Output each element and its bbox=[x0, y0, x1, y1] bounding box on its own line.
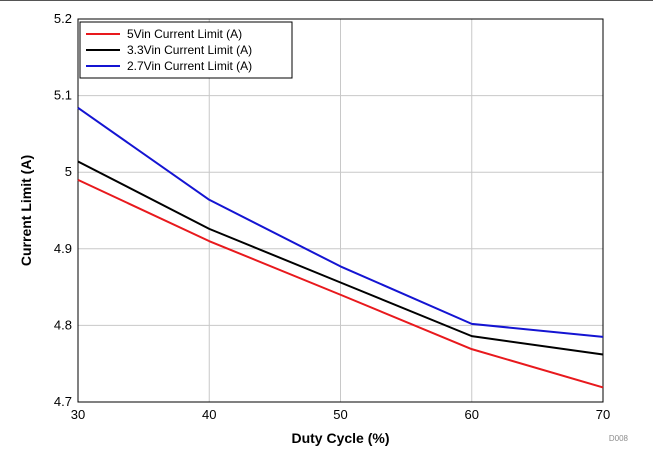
plot-area-frame bbox=[77, 18, 604, 403]
y-tick-label: 4.8 bbox=[54, 317, 72, 332]
top-rule bbox=[0, 0, 653, 1]
y-tick-label: 5.1 bbox=[54, 88, 72, 103]
x-tick-label: 70 bbox=[596, 407, 610, 422]
series-line-3 bbox=[77, 107, 604, 338]
series-line-2 bbox=[77, 160, 604, 356]
x-axis-title: Duty Cycle (%) bbox=[291, 430, 389, 446]
y-tick-label: 4.7 bbox=[54, 394, 72, 409]
legend-label: 3.3Vin Current Limit (A) bbox=[127, 43, 252, 57]
x-tick-label: 40 bbox=[202, 407, 216, 422]
legend-label: 2.7Vin Current Limit (A) bbox=[127, 59, 252, 73]
figure-id: D008 bbox=[609, 434, 629, 443]
y-tick-label: 5.2 bbox=[54, 11, 72, 26]
series-lines bbox=[77, 107, 604, 389]
x-axis-ticks: 30 40 50 60 70 bbox=[71, 407, 610, 422]
legend: 5Vin Current Limit (A) 3.3Vin Current Lim… bbox=[79, 21, 293, 79]
y-tick-label: 4.9 bbox=[54, 241, 72, 256]
x-tick-label: 50 bbox=[333, 407, 347, 422]
x-tick-label: 60 bbox=[465, 407, 479, 422]
x-tick-label: 30 bbox=[71, 407, 85, 422]
y-tick-label: 5 bbox=[65, 164, 72, 179]
y-axis-ticks: 4.7 4.8 4.9 5 5.1 5.2 bbox=[54, 11, 72, 409]
legend-label: 5Vin Current Limit (A) bbox=[127, 27, 242, 41]
y-axis-title: Current Limit (A) bbox=[18, 155, 34, 266]
series-line-1 bbox=[77, 178, 604, 389]
